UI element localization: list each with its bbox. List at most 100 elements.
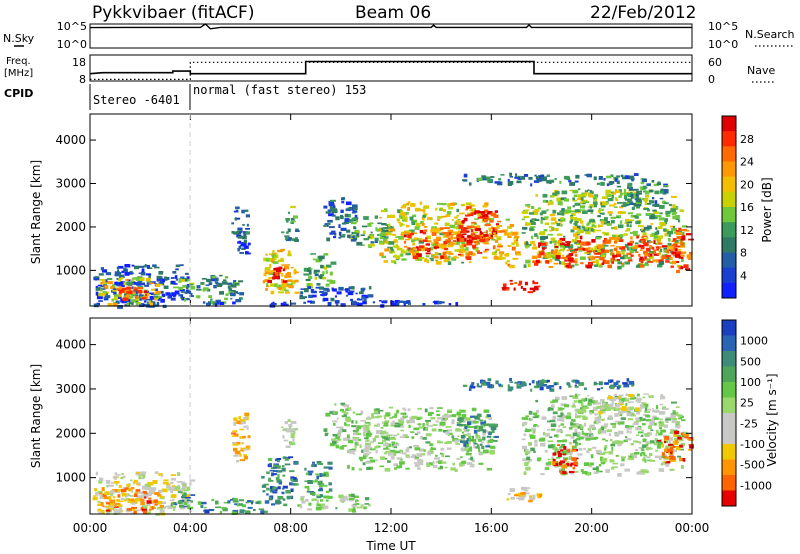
- heat-cell: [458, 225, 464, 229]
- heat-cell: [390, 424, 395, 427]
- heat-cell: [262, 510, 268, 514]
- heat-cell: [145, 486, 151, 490]
- heat-cell: [427, 217, 433, 220]
- nave-tick-low: 0: [708, 73, 715, 86]
- heat-cell: [447, 255, 451, 259]
- heat-cell: [352, 452, 356, 455]
- cpid-label: CPID: [4, 87, 33, 100]
- heat-cell: [554, 448, 559, 451]
- heat-cell: [560, 223, 563, 227]
- heat-cell: [232, 301, 236, 305]
- heat-cell: [315, 286, 320, 289]
- heat-cell: [490, 212, 497, 217]
- heat-cell: [123, 281, 127, 286]
- heat-cell: [439, 441, 444, 444]
- heat-cell: [245, 416, 249, 421]
- heat-cell: [326, 288, 330, 292]
- heat-cell: [299, 294, 303, 298]
- heat-cell: [647, 425, 653, 430]
- heat-cell: [243, 455, 248, 460]
- heat-cell: [600, 387, 603, 389]
- heat-cell: [167, 507, 172, 510]
- heat-cell: [393, 452, 397, 456]
- heat-cell: [633, 191, 637, 194]
- heat-cell: [368, 286, 372, 290]
- heat-cell: [676, 446, 681, 451]
- colorbar-segment: [722, 413, 736, 429]
- heat-cell: [612, 441, 617, 444]
- heat-cell: [308, 294, 313, 299]
- heat-cell: [503, 233, 509, 236]
- heat-cell: [504, 288, 510, 291]
- heat-cell: [569, 249, 576, 252]
- heat-cell: [656, 253, 660, 256]
- heat-cell: [419, 245, 424, 249]
- heat-cell: [394, 467, 397, 470]
- heat-cell: [560, 423, 564, 426]
- heat-cell: [574, 470, 579, 473]
- heat-cell: [640, 188, 646, 191]
- heat-cell: [356, 241, 363, 246]
- heat-cell: [621, 405, 627, 409]
- heat-cell: [581, 430, 584, 433]
- heat-cell: [243, 425, 249, 428]
- heat-cell: [181, 496, 186, 499]
- heat-cell: [678, 227, 682, 230]
- heat-cell: [557, 451, 561, 453]
- heat-cell: [672, 215, 677, 220]
- heat-cell: [481, 441, 484, 444]
- heat-cell: [268, 477, 271, 482]
- heat-cell: [601, 196, 608, 199]
- heat-cell: [437, 301, 442, 305]
- heat-cell: [184, 292, 188, 294]
- heat-cell: [611, 227, 617, 230]
- heat-cell: [648, 395, 654, 398]
- heat-cell: [461, 248, 464, 252]
- heat-cell: [408, 446, 412, 449]
- heat-cell: [590, 257, 594, 261]
- heat-cell: [556, 197, 562, 202]
- heat-cell: [159, 494, 163, 497]
- heat-cell: [562, 426, 567, 428]
- heat-cell: [450, 234, 454, 236]
- heat-cell: [636, 194, 639, 199]
- heat-cell: [352, 236, 355, 241]
- heat-cell: [372, 437, 376, 442]
- heat-cell: [570, 435, 575, 439]
- heat-cell: [630, 248, 633, 251]
- heat-cell: [439, 424, 445, 427]
- heat-cell: [269, 270, 275, 273]
- heat-cell: [468, 214, 474, 217]
- heat-cell: [426, 464, 431, 467]
- heat-cell: [344, 289, 349, 291]
- colorbar-tick: -100: [740, 438, 765, 451]
- heat-cell: [673, 437, 678, 441]
- heat-cell: [558, 252, 561, 256]
- heat-cell: [482, 432, 486, 436]
- heat-cell: [540, 176, 544, 180]
- heat-cell: [367, 222, 372, 227]
- heat-cell: [511, 246, 516, 251]
- heat-cell: [333, 423, 336, 426]
- heat-cell: [451, 420, 455, 425]
- heat-cell: [416, 453, 423, 457]
- colorbar-segment: [722, 131, 736, 147]
- heat-cell: [610, 245, 615, 247]
- heat-cell: [294, 271, 299, 274]
- heat-cell: [679, 232, 683, 235]
- heat-cell: [475, 250, 478, 253]
- heat-cell: [380, 430, 387, 435]
- heat-cell: [285, 489, 291, 494]
- heat-cell: [329, 411, 334, 414]
- heat-cell: [113, 291, 117, 295]
- heat-cell: [574, 235, 578, 240]
- heat-cell: [671, 240, 676, 243]
- heat-cell: [422, 214, 426, 218]
- heat-cell: [531, 218, 537, 220]
- heat-cell: [612, 254, 617, 258]
- colorbar-segment: [722, 475, 736, 491]
- heat-cell: [533, 450, 536, 453]
- heat-cell: [627, 198, 633, 202]
- heat-cell: [483, 250, 487, 253]
- heat-cell: [95, 291, 99, 296]
